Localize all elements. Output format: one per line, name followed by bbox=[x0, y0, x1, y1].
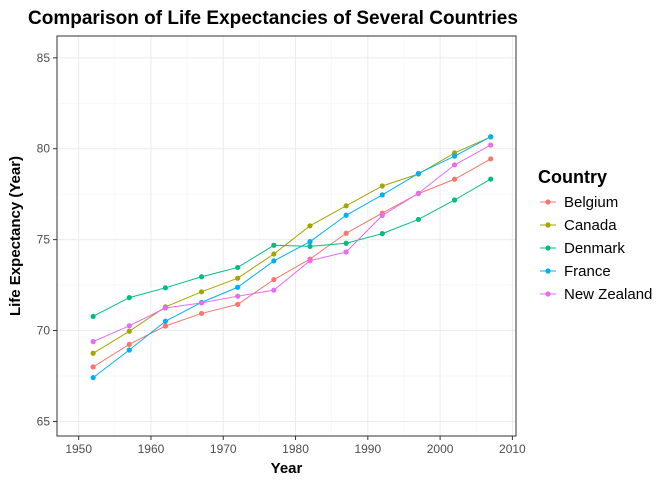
data-point bbox=[271, 258, 277, 264]
legend-item: New Zealand bbox=[540, 286, 652, 303]
data-point bbox=[379, 192, 385, 198]
y-tick-label: 85 bbox=[37, 51, 51, 65]
chart-title: Comparison of Life Expectancies of Sever… bbox=[28, 8, 518, 29]
data-point bbox=[90, 375, 96, 381]
data-point bbox=[307, 243, 313, 249]
data-point bbox=[271, 251, 277, 257]
legend-key-point bbox=[545, 268, 551, 274]
x-axis-title: Year bbox=[271, 460, 303, 477]
data-point bbox=[235, 301, 241, 307]
legend: Country Belgium Canada Denmark France New Ze… bbox=[538, 167, 652, 303]
series-line bbox=[92, 158, 491, 368]
x-tick-label: 1990 bbox=[354, 442, 381, 456]
series-line bbox=[92, 136, 491, 379]
data-point bbox=[126, 328, 132, 334]
data-point bbox=[488, 142, 494, 148]
data-point bbox=[162, 318, 169, 324]
data-point bbox=[343, 203, 349, 209]
x-tick-label: 1980 bbox=[282, 442, 309, 456]
data-point bbox=[198, 289, 205, 295]
legend-label: Canada bbox=[564, 217, 617, 234]
y-tick-label: 70 bbox=[37, 324, 51, 338]
data-point bbox=[271, 242, 277, 248]
y-axis-title: Life Expectancy (Year) bbox=[7, 156, 24, 316]
x-axis: 1950 1960 1970 1980 1990 2000 2010 bbox=[65, 436, 526, 456]
series-line bbox=[92, 178, 491, 317]
data-point bbox=[235, 264, 241, 271]
data-point bbox=[90, 339, 96, 345]
legend-key-point bbox=[545, 291, 551, 297]
series-denmark bbox=[90, 176, 494, 319]
data-point bbox=[379, 212, 385, 219]
series-new-zealand bbox=[90, 142, 494, 345]
data-point bbox=[162, 323, 169, 329]
data-point bbox=[271, 277, 277, 283]
legend-item: Denmark bbox=[540, 240, 625, 257]
data-point bbox=[235, 284, 241, 290]
data-point bbox=[307, 258, 313, 264]
data-point bbox=[415, 170, 422, 177]
legend-label: New Zealand bbox=[564, 286, 652, 303]
data-point bbox=[415, 190, 422, 196]
data-point bbox=[90, 313, 96, 319]
data-point bbox=[90, 364, 96, 370]
y-axis: 65 70 75 80 85 bbox=[37, 51, 57, 428]
grid bbox=[57, 36, 516, 436]
legend-key-point bbox=[545, 245, 551, 251]
data-point bbox=[162, 305, 169, 311]
data-point bbox=[307, 223, 313, 229]
legend-label: France bbox=[564, 263, 611, 280]
data-point bbox=[126, 347, 132, 353]
data-point bbox=[271, 287, 277, 293]
data-point bbox=[198, 300, 205, 306]
data-point bbox=[451, 153, 458, 159]
y-tick-label: 75 bbox=[37, 233, 51, 247]
legend-label: Belgium bbox=[564, 194, 618, 211]
data-point bbox=[126, 323, 132, 329]
series-line bbox=[92, 144, 491, 343]
x-tick-label: 1960 bbox=[138, 442, 165, 456]
data-point bbox=[451, 162, 458, 168]
legend-title: Country bbox=[538, 167, 607, 187]
x-tick-label: 1970 bbox=[210, 442, 237, 456]
data-point bbox=[343, 212, 349, 218]
data-point bbox=[307, 239, 313, 245]
data-point bbox=[343, 249, 349, 255]
y-tick-label: 65 bbox=[37, 414, 51, 428]
x-tick-label: 2010 bbox=[499, 442, 526, 456]
data-point bbox=[90, 350, 96, 356]
data-point bbox=[198, 274, 205, 280]
data-point bbox=[343, 230, 349, 236]
data-point bbox=[235, 275, 241, 281]
legend-label: Denmark bbox=[564, 240, 625, 257]
data-point bbox=[379, 231, 385, 237]
y-tick-label: 80 bbox=[37, 142, 51, 156]
plot-panel bbox=[57, 36, 516, 436]
data-point bbox=[488, 156, 494, 162]
legend-key-point bbox=[545, 199, 551, 205]
panel-border bbox=[56, 35, 517, 437]
data-point bbox=[162, 285, 169, 291]
data-point bbox=[415, 216, 422, 223]
x-tick-label: 1950 bbox=[65, 442, 92, 456]
legend-key-point bbox=[545, 222, 551, 228]
data-point bbox=[235, 293, 241, 299]
data-point bbox=[488, 176, 494, 182]
data-point bbox=[379, 183, 385, 189]
data-point bbox=[488, 134, 494, 140]
x-tick-label: 2000 bbox=[427, 442, 454, 456]
data-point bbox=[451, 176, 458, 182]
legend-item: Belgium bbox=[540, 194, 618, 211]
data-point bbox=[451, 197, 458, 203]
legend-item: Canada bbox=[540, 217, 617, 234]
series-layer bbox=[90, 134, 494, 381]
data-point bbox=[126, 341, 132, 347]
data-point bbox=[343, 240, 349, 246]
legend-item: France bbox=[540, 263, 611, 280]
data-point bbox=[126, 295, 132, 301]
data-point bbox=[198, 310, 205, 317]
